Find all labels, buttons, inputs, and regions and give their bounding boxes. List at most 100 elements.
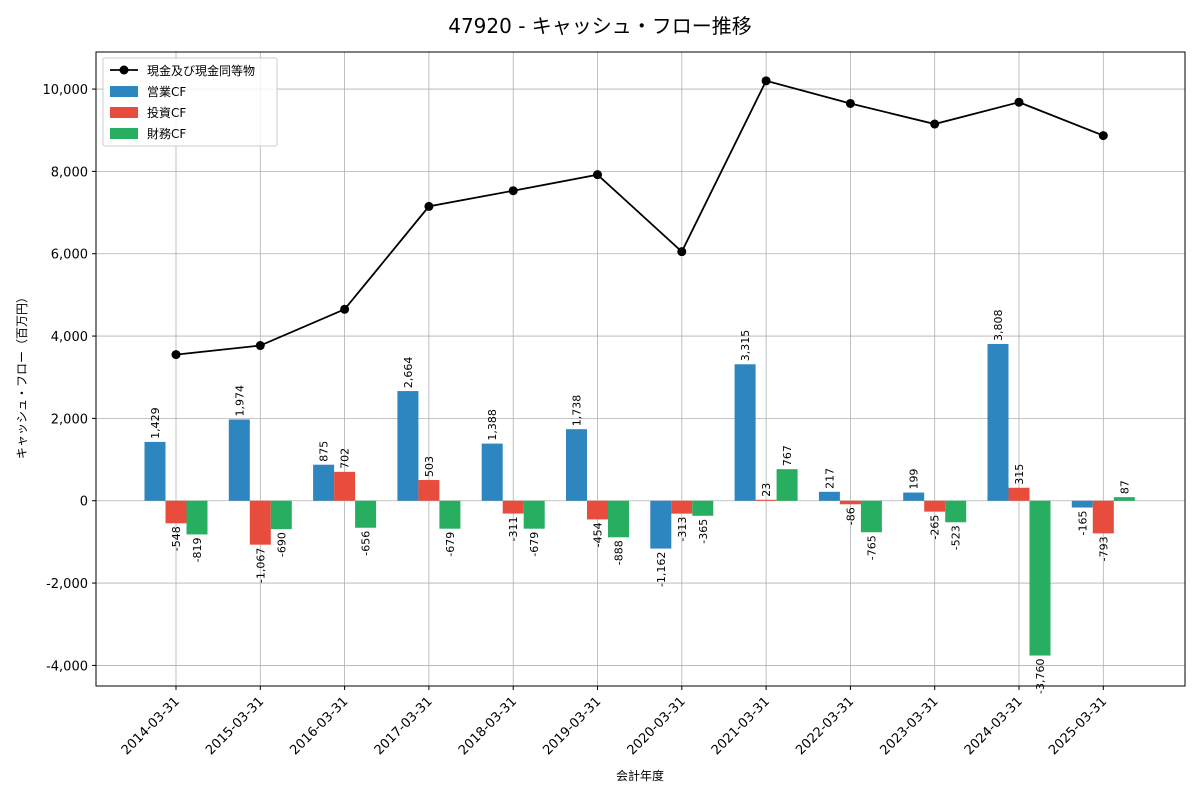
line-layer [171,76,1108,360]
bar-value-label: 3,808 [992,309,1005,341]
bar-value-label: 87 [1118,480,1131,494]
bar-value-label: 217 [823,468,836,489]
y-tick-label: 6,000 [51,248,88,263]
y-tick-label: -2,000 [46,577,88,592]
bar-financing [355,500,377,528]
cash-equivalents-point [508,186,518,196]
y-tick-label: 8,000 [51,165,88,180]
bar-financing [776,469,798,501]
x-tick-label: 2019-03-31 [540,694,604,758]
bar-value-label: -765 [865,535,878,560]
bar-operating [397,391,419,501]
cash-equivalents-point [930,119,940,129]
bar-value-label: -1,067 [254,548,267,583]
bar-investing [671,500,693,514]
bar-financing [1029,500,1051,656]
y-tick-label: 0 [80,495,88,510]
bar-value-label: 1,388 [486,409,499,441]
bar-value-label: 2,664 [402,357,415,389]
bar-value-label: -454 [592,522,605,547]
bar-value-label: 767 [781,445,794,466]
bar-value-label: 315 [1013,464,1026,485]
bar-value-label: -548 [170,526,183,551]
bar-value-label: -86 [844,507,857,525]
bar-financing [692,500,714,516]
bar-financing [608,500,629,538]
bar-operating [481,443,503,501]
bar-investing [334,471,356,501]
cash-equivalents-point [593,170,602,180]
data-labels-layer: 1,429 1,974 875 2,664 1,388 1,738 -1,162 3,315 2… [149,309,1131,694]
legend-swatch [110,107,138,118]
bar-value-label: -523 [950,525,963,550]
y-tick-label: 2,000 [51,412,88,427]
bar-investing [587,500,608,520]
x-tick-label: 2025-03-31 [1046,694,1110,758]
bar-investing [924,500,946,512]
cash-equivalents-line [175,79,1104,356]
bar-operating [903,492,925,501]
bar-value-label: -165 [1076,511,1089,536]
x-axis-label: 会計年度 [616,768,664,783]
x-tick-label: 2016-03-31 [287,694,351,758]
bar-operating [1071,500,1093,508]
x-tick-label: 2020-03-31 [625,694,689,758]
bar-financing [270,500,292,530]
bar-operating [818,491,840,501]
bar-investing [1092,500,1114,534]
x-tick-label: 2023-03-31 [877,694,941,758]
bar-value-label: 3,315 [739,330,752,362]
bar-investing [249,500,271,545]
bar-investing [165,500,187,524]
x-tick-label: 2022-03-31 [793,694,857,758]
legend-label: 投資CF [147,105,186,120]
legend-swatch [110,86,138,97]
bar-value-label: 23 [760,483,773,497]
bar-investing [839,500,861,505]
bar-value-label: -265 [929,515,942,540]
cash-equivalents-point [677,247,687,257]
bar-operating [228,419,250,501]
bar-operating [987,343,1009,501]
cash-equivalents-point [340,304,350,314]
cash-equivalents-point [424,201,434,211]
cash-equivalents-point [171,350,181,360]
cash-equivalents-point [1014,97,1024,107]
bar-value-label: 503 [423,456,436,477]
cash-equivalents-point [1098,131,1108,141]
bar-operating [566,429,587,501]
cash-equivalents-point [761,76,771,86]
bar-value-label: -679 [528,532,541,557]
bar-value-label: -819 [191,537,204,562]
bar-value-label: -888 [613,540,626,565]
bar-financing [860,500,882,533]
bar-investing [1008,487,1030,501]
bar-financing [439,500,461,529]
legend-label: 営業CF [147,85,186,99]
y-tick-label: 4,000 [51,330,88,345]
legend-line-marker [119,65,129,75]
bar-value-label: 199 [908,469,921,490]
bar-operating [313,464,335,501]
bar-investing [418,480,440,501]
legend-label: 財務CF [147,126,186,141]
x-tick-label: 2015-03-31 [203,694,267,758]
y-axis-label: キャッシュ・フロー（百万円） [15,291,29,459]
bar-value-label: -793 [1097,536,1110,561]
x-tick-label: 2014-03-31 [119,694,183,758]
cash-equivalents-point [845,98,855,108]
bar-investing [502,500,524,514]
x-tick-label: 2024-03-31 [962,694,1026,758]
bar-value-label: 702 [339,448,352,469]
cash-equivalents-point [255,341,265,351]
bar-value-label: 1,429 [149,407,162,439]
bar-financing [1113,497,1135,501]
bar-financing [186,500,208,535]
chart-title: 47920 - キャッシュ・フロー推移 [448,14,752,38]
legend-box [102,57,278,147]
bar-value-label: -656 [360,531,373,556]
legend-swatch [110,128,138,139]
bar-financing [945,500,967,523]
